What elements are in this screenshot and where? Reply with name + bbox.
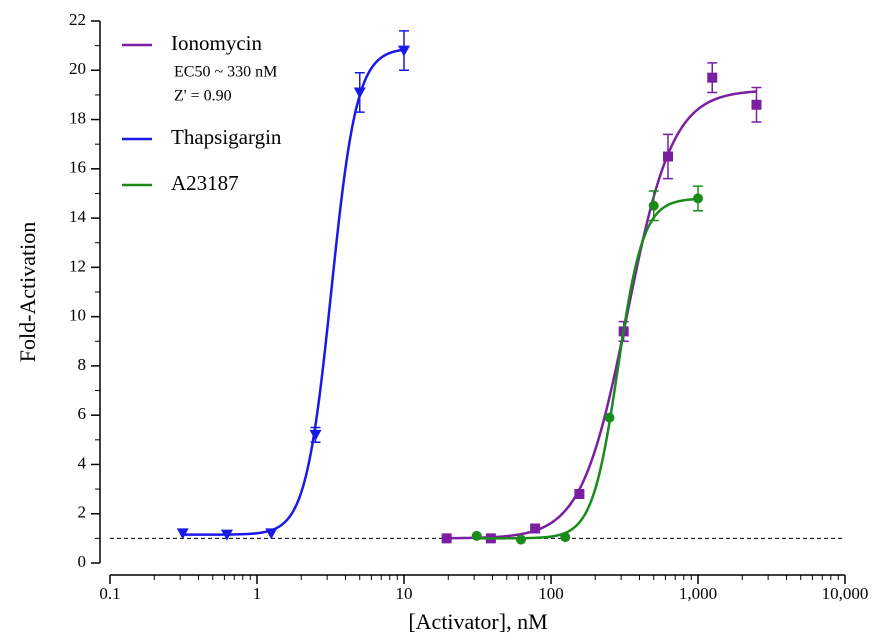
marker (604, 412, 615, 423)
x-tick-label: 100 (538, 584, 564, 603)
annotation: Z' = 0.90 (174, 88, 232, 105)
y-tick-label: 2 (78, 503, 87, 522)
fit-curve (476, 197, 699, 540)
y-tick-label: 0 (78, 552, 87, 571)
marker (648, 200, 659, 211)
y-tick-label: 6 (78, 404, 87, 423)
marker (176, 528, 189, 540)
marker (471, 530, 482, 541)
x-tick-label: 10,000 (822, 584, 869, 603)
y-tick-label: 4 (78, 453, 87, 472)
y-tick-label: 20 (69, 59, 86, 78)
y-tick-label: 10 (69, 306, 86, 325)
marker (265, 528, 278, 540)
fit-curve (446, 90, 757, 540)
marker (662, 151, 673, 162)
marker (707, 72, 718, 83)
y-axis-label: Fold-Activation (15, 222, 40, 363)
x-tick-label: 0.1 (99, 584, 120, 603)
marker (574, 489, 585, 500)
legend-label: A23187 (171, 171, 239, 195)
annotation: EC50 ~ 330 nM (174, 64, 277, 81)
y-tick-label: 12 (69, 256, 86, 275)
marker (398, 45, 410, 57)
marker (560, 532, 571, 543)
marker (751, 99, 762, 110)
legend-label: Thapsigargin (171, 125, 282, 149)
marker (441, 533, 452, 544)
x-tick-label: 1,000 (679, 584, 717, 603)
marker (693, 193, 703, 204)
y-tick-label: 16 (69, 158, 86, 177)
y-tick-label: 8 (78, 355, 87, 374)
marker (515, 534, 526, 545)
y-tick-label: 14 (69, 207, 87, 226)
marker (309, 429, 322, 441)
marker (220, 529, 233, 541)
legend-label: Ionomycin (171, 31, 262, 55)
marker (353, 87, 366, 99)
y-tick-label: 22 (69, 10, 86, 29)
fit-curve (182, 48, 405, 536)
x-tick-label: 1 (253, 584, 262, 603)
x-tick-label: 10 (396, 584, 413, 603)
marker (530, 523, 541, 534)
x-axis-label: [Activator], nM (408, 609, 547, 634)
y-tick-label: 18 (69, 108, 86, 127)
